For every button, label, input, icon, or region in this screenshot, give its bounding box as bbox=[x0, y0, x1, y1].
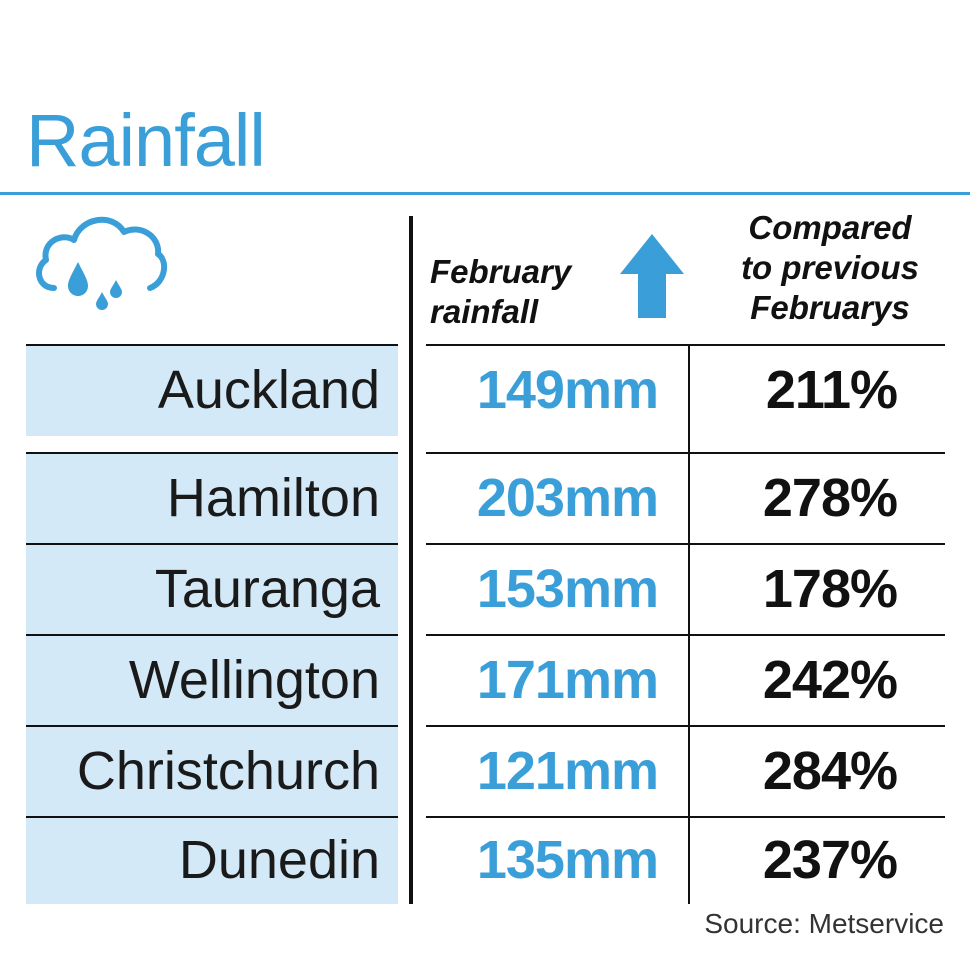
source-note: Source: Metservice bbox=[704, 908, 944, 939]
city-label: Christchurch bbox=[76, 741, 380, 801]
row-rule bbox=[26, 452, 398, 454]
table-row: Christchurch 121mm 284% bbox=[0, 725, 970, 817]
row-rule bbox=[26, 543, 398, 545]
city-label: Dunedin bbox=[178, 830, 380, 890]
row-rule bbox=[26, 344, 398, 346]
row-rule bbox=[426, 452, 945, 454]
rainfall-value: 121mm bbox=[476, 741, 659, 801]
row-rule bbox=[26, 634, 398, 636]
compared-value: 178% bbox=[762, 559, 898, 619]
header-line: rainfall bbox=[430, 293, 539, 330]
row-rule bbox=[426, 543, 945, 545]
inner-column-divider bbox=[688, 344, 690, 904]
header-line: February bbox=[430, 253, 572, 290]
table-row: Wellington 171mm 242% bbox=[0, 634, 970, 726]
rainfall-value: 153mm bbox=[476, 559, 659, 619]
header-compared: Compared to previous Februarys bbox=[712, 208, 948, 328]
column-divider bbox=[409, 216, 413, 904]
city-cell bbox=[26, 816, 398, 904]
rainfall-value: 203mm bbox=[476, 468, 659, 528]
row-rule bbox=[26, 725, 398, 727]
table-row: Hamilton 203mm 278% bbox=[0, 452, 970, 544]
city-label: Wellington bbox=[128, 650, 380, 710]
row-rule bbox=[426, 634, 945, 636]
rainfall-value: 149mm bbox=[476, 360, 659, 420]
city-cell bbox=[26, 634, 398, 726]
rain-cloud-icon bbox=[36, 216, 168, 310]
table-row: Tauranga 153mm 178% bbox=[0, 543, 970, 635]
city-cell bbox=[26, 344, 398, 436]
row-rule bbox=[426, 344, 945, 346]
title-divider bbox=[0, 192, 970, 195]
city-cell bbox=[26, 452, 398, 544]
row-rule bbox=[426, 816, 945, 818]
city-label: Auckland bbox=[157, 360, 380, 420]
compared-value: 278% bbox=[762, 468, 898, 528]
table-row: Dunedin 135mm 237% bbox=[0, 816, 970, 904]
header-line: Compared bbox=[748, 209, 912, 246]
rainfall-value: 171mm bbox=[476, 650, 659, 710]
city-cell bbox=[26, 725, 398, 817]
row-rule bbox=[26, 816, 398, 818]
table-row: Auckland 149mm 211% bbox=[0, 344, 970, 436]
city-cell bbox=[26, 543, 398, 635]
rainfall-value: 135mm bbox=[476, 830, 659, 890]
header-line: Februarys bbox=[750, 289, 910, 326]
header-february-rainfall: February rainfall bbox=[430, 252, 571, 332]
compared-value: 284% bbox=[762, 741, 898, 801]
compared-value: 242% bbox=[762, 650, 898, 710]
arrow-up-icon bbox=[620, 234, 684, 318]
header-line: to previous bbox=[741, 249, 919, 286]
row-rule bbox=[426, 725, 945, 727]
city-label: Tauranga bbox=[154, 559, 380, 619]
compared-value: 237% bbox=[762, 830, 898, 890]
page-title: Rainfall bbox=[26, 99, 266, 182]
city-label: Hamilton bbox=[166, 468, 380, 528]
compared-value: 211% bbox=[765, 360, 898, 420]
